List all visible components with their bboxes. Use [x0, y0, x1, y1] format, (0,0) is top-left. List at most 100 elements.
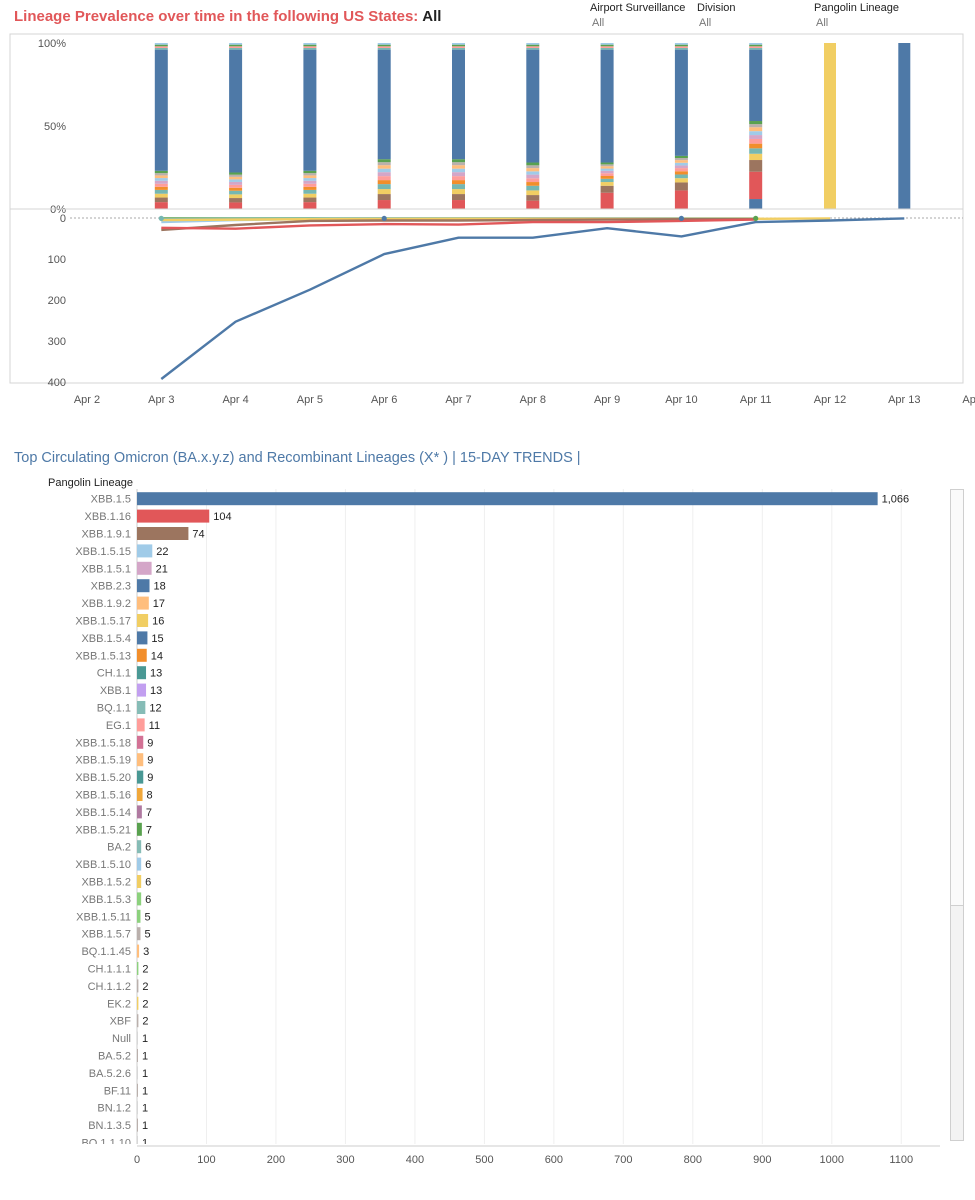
date-tick-label: Apr 5	[297, 394, 323, 406]
sequence-tick-label: 0	[60, 213, 66, 225]
proportion-bar-segment	[526, 178, 540, 183]
proportion-bar-segment	[600, 185, 614, 193]
scrollbar-thumb[interactable]	[951, 490, 963, 906]
proportion-bar	[898, 43, 911, 209]
proportion-bar-segment	[303, 170, 317, 174]
count-tick-label: 400	[406, 1154, 424, 1166]
proportion-bar-segment	[303, 183, 317, 187]
proportion-bar-segment	[154, 173, 168, 176]
proportion-chart[interactable]: 100% 50% 0%	[9, 33, 964, 216]
lineage-label: CH.1.1.1	[88, 964, 131, 976]
count-tick-label: 800	[684, 1154, 702, 1166]
proportion-bar-segment	[526, 165, 540, 169]
lineage-label: XBB.1.5.21	[75, 824, 131, 836]
filter-division[interactable]: Division All	[697, 2, 736, 29]
proportion-bar-segment	[674, 171, 688, 175]
proportion-bar-segment	[600, 192, 614, 209]
proportion-bar-segment	[749, 148, 763, 154]
filter-division-value[interactable]: All	[699, 17, 712, 29]
lineage-label: CH.1.1.2	[88, 981, 131, 993]
proportion-bar-segment	[749, 44, 763, 47]
proportion-bar-segment	[303, 202, 317, 209]
top-lineages-chart[interactable]: 0 100 200 300 400 500 600 700 800 900 1000 1100 XBB.…	[75, 489, 940, 1166]
proportion-bar-segment	[600, 164, 614, 167]
sequence-count-chart[interactable]: 0 100 200 300 400 Apr 2 Apr 3 Apr 4 Apr 5 Apr 6 Ap…	[9, 208, 975, 406]
count-tick-label: 0	[134, 1154, 140, 1166]
lineage-bar	[137, 596, 149, 610]
proportion-bar-segment	[303, 43, 317, 45]
proportion-bar-segment	[377, 184, 391, 190]
proportion-bar-segment	[674, 190, 688, 209]
lineage-value-label: 9	[147, 772, 153, 784]
count-tick-label: 700	[614, 1154, 632, 1166]
proportion-bar-segment	[229, 47, 243, 50]
proportion-bar-segment	[303, 173, 317, 176]
proportion-bar-segment	[600, 175, 614, 179]
proportion-bar-segment	[674, 46, 688, 48]
lineage-value-label: 7	[146, 824, 152, 836]
lineage-label: XBB.1.5.3	[81, 894, 131, 906]
proportion-bar-segment	[452, 189, 465, 195]
filter-pangolin-lineage-label: Pangolin Lineage	[814, 2, 900, 14]
date-tick-label: Apr 3	[148, 394, 174, 406]
date-tick-label: Apr 4	[222, 394, 248, 406]
filter-pangolin-lineage[interactable]: Pangolin Lineage All	[814, 2, 899, 29]
proportion-bar-segment	[377, 194, 391, 201]
proportion-bar-segment	[377, 159, 391, 163]
line-point-marker	[158, 215, 164, 222]
lineage-value-label: 5	[144, 929, 150, 941]
proportion-bar-segment	[674, 44, 688, 47]
proportion-bar-segment	[229, 194, 243, 199]
proportion-bar-segment	[526, 182, 540, 186]
lineage-value-label: 13	[150, 668, 162, 680]
proportion-bar-segment	[303, 44, 317, 47]
lineage-label: EK.2	[107, 998, 131, 1010]
proportion-bar-segment	[526, 174, 540, 179]
proportion-bar-segment	[377, 162, 391, 166]
proportion-bar-segment	[600, 178, 614, 183]
lineage-label: XBB.1.5.17	[75, 616, 131, 628]
lineage-bar	[137, 648, 147, 662]
proportion-bar-segment	[377, 47, 391, 50]
proportion-bar-segment	[154, 49, 168, 171]
proportion-bar-segment	[600, 173, 614, 176]
lineage-bar	[137, 1083, 138, 1097]
proportion-bar-segment	[674, 155, 688, 159]
line-series	[161, 217, 756, 232]
lineage-label: XBB.1.9.1	[81, 529, 131, 541]
proportion-bar-segment	[154, 46, 168, 48]
line-series	[160, 217, 905, 380]
proportion-bar-segment	[452, 184, 465, 190]
proportion-bar-segment	[154, 175, 168, 179]
pangolin-lineage-axis-label: Pangolin Lineage	[48, 477, 134, 489]
proportion-bar-segment	[154, 43, 168, 45]
lineage-value-label: 9	[147, 737, 153, 749]
lineage-label: XBB.1.5.10	[75, 859, 131, 871]
lineage-value-label: 1	[142, 1033, 148, 1045]
sequence-tick-label: 200	[48, 295, 66, 307]
lineage-bar	[137, 1049, 138, 1062]
proportion-bar-segment	[749, 127, 763, 132]
lineage-value-label: 16	[152, 616, 164, 628]
lineage-bar	[137, 527, 189, 540]
proportion-bar-segment	[526, 46, 540, 48]
lineage-label: EG.1	[106, 720, 131, 732]
proportion-bar-segment	[452, 168, 465, 173]
lineage-value-label: 2	[142, 964, 148, 976]
proportion-bar-segment	[377, 168, 391, 173]
lineage-label: BN.1.3.5	[88, 1120, 131, 1132]
filter-airport-surveillance-value[interactable]: All	[592, 17, 605, 29]
vertical-scrollbar[interactable]	[950, 489, 964, 1141]
proportion-bar-segment	[377, 43, 391, 45]
lineage-label: BF.11	[104, 1085, 131, 1097]
lineage-value-label: 22	[156, 546, 168, 558]
filter-pangolin-lineage-value[interactable]: All	[816, 17, 829, 29]
date-tick-label: Apr 2	[74, 394, 100, 406]
filter-airport-surveillance[interactable]: Airport Surveillance All	[590, 2, 685, 29]
lineage-bar	[137, 1066, 138, 1080]
lineage-bar	[137, 735, 144, 749]
count-tick-label: 100	[197, 1154, 215, 1166]
lineage-label: BQ.1.1	[97, 703, 131, 715]
lineage-label: XBB.1.5.7	[81, 929, 131, 941]
proportion-bar-segment	[229, 44, 243, 47]
